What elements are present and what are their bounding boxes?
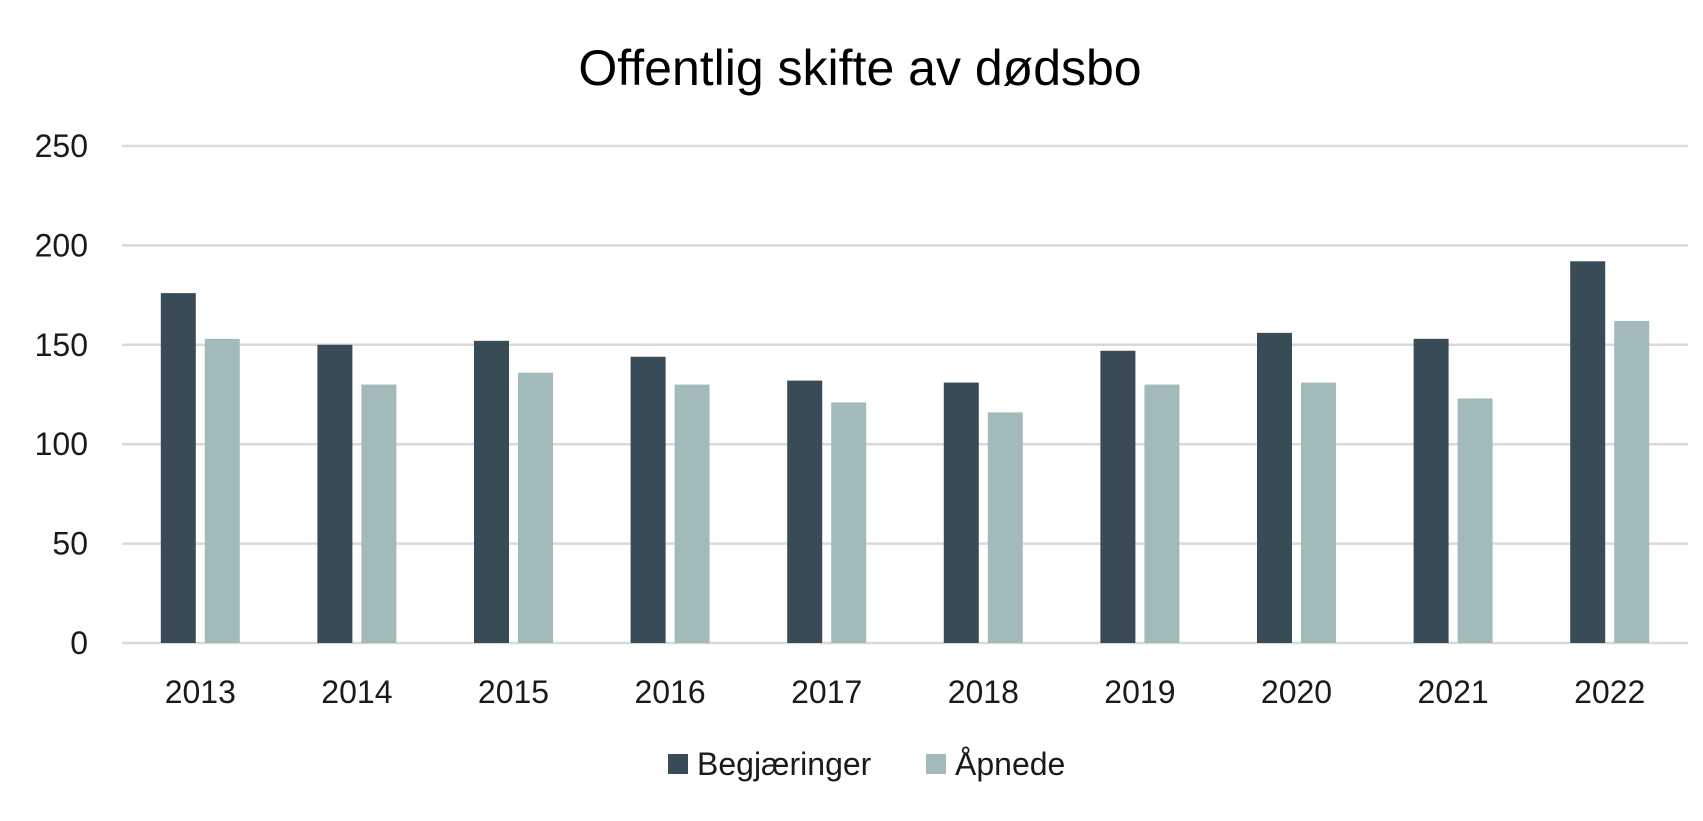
bar-apnede-2022 xyxy=(1614,320,1650,643)
bar-begjaeringer-2021 xyxy=(1413,338,1449,643)
gridlines xyxy=(122,144,1688,645)
bar-apnede-2013 xyxy=(204,338,240,643)
y-tick-label: 50 xyxy=(52,526,88,562)
bars xyxy=(160,261,1650,643)
bar-apnede-2021 xyxy=(1457,398,1493,643)
x-axis-ticks: 2013 2014 2015 2016 2017 2018 2019 2020 2021 2022 xyxy=(165,674,1646,710)
bar-begjaeringer-2016 xyxy=(630,356,666,643)
bar-apnede-2019 xyxy=(1144,384,1180,643)
y-tick-label: 100 xyxy=(35,426,88,462)
legend-swatch-apnede xyxy=(926,754,946,774)
bar-apnede-2014 xyxy=(361,384,397,643)
bar-apnede-2020 xyxy=(1301,382,1336,643)
y-tick-label: 200 xyxy=(35,227,88,263)
bar-begjaeringer-2017 xyxy=(787,380,823,643)
x-tick-label: 2015 xyxy=(478,674,549,710)
bar-begjaeringer-2018 xyxy=(943,382,979,643)
x-tick-label: 2020 xyxy=(1261,674,1332,710)
legend-label-apnede: Åpnede xyxy=(955,746,1065,782)
x-tick-label: 2017 xyxy=(791,674,862,710)
bar-begjaeringer-2020 xyxy=(1257,332,1292,643)
bar-begjaeringer-2015 xyxy=(474,340,509,643)
bar-begjaeringer-2019 xyxy=(1100,350,1136,643)
bar-apnede-2015 xyxy=(518,372,553,643)
legend-label-begjaeringer: Begjæringer xyxy=(697,746,872,782)
y-tick-label: 150 xyxy=(35,327,88,363)
bar-begjaeringer-2013 xyxy=(160,293,196,643)
y-axis-ticks: 0 50 100 150 200 250 xyxy=(35,128,88,661)
x-tick-label: 2022 xyxy=(1574,674,1645,710)
x-tick-label: 2021 xyxy=(1418,674,1489,710)
bar-begjaeringer-2022 xyxy=(1570,261,1606,643)
y-tick-label: 250 xyxy=(35,128,88,164)
bar-apnede-2016 xyxy=(674,384,710,643)
x-tick-label: 2018 xyxy=(948,674,1019,710)
bar-apnede-2018 xyxy=(987,412,1023,643)
bar-begjaeringer-2014 xyxy=(317,344,353,643)
bar-apnede-2017 xyxy=(831,402,867,643)
x-tick-label: 2013 xyxy=(165,674,236,710)
chart-title: Offentlig skifte av dødsbo xyxy=(578,40,1141,96)
x-tick-label: 2016 xyxy=(635,674,706,710)
legend: Begjæringer Åpnede xyxy=(668,746,1065,782)
legend-swatch-begjaeringer xyxy=(668,754,688,774)
y-tick-label: 0 xyxy=(70,625,88,661)
x-tick-label: 2014 xyxy=(321,674,392,710)
x-tick-label: 2019 xyxy=(1104,674,1175,710)
